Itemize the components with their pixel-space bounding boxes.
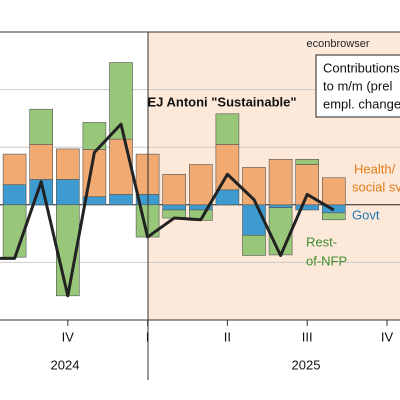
x-tick-label: II bbox=[224, 329, 231, 344]
series-label: Rest- bbox=[306, 234, 337, 249]
bar-segment bbox=[2, 184, 27, 206]
bar-segment bbox=[215, 113, 240, 145]
bar-segment bbox=[268, 158, 293, 206]
x-tick-label: III bbox=[302, 329, 313, 344]
chart-title: EJ Antoni "Sustainable" bbox=[147, 94, 296, 109]
bar-segment bbox=[55, 148, 80, 180]
legend-box bbox=[315, 54, 400, 118]
series-label: Health/ bbox=[354, 161, 396, 176]
bar-segment bbox=[295, 158, 320, 165]
bar-segment bbox=[242, 204, 266, 236]
bar-segment bbox=[29, 108, 54, 145]
bar-segment bbox=[55, 179, 80, 206]
series-label: of-NFP bbox=[306, 253, 347, 268]
series-label: Govt bbox=[352, 207, 380, 222]
bar-segment bbox=[29, 144, 54, 180]
bar-segment bbox=[268, 207, 293, 256]
bar-segment bbox=[321, 177, 346, 206]
bar-segment bbox=[82, 122, 107, 150]
legend-text: empl. change bbox=[323, 96, 400, 111]
year-label: 2025 bbox=[292, 357, 321, 372]
bar-segment bbox=[268, 204, 293, 208]
bar-segment bbox=[162, 173, 186, 206]
bar-segment bbox=[321, 212, 346, 221]
bar-segment bbox=[162, 204, 186, 211]
total-line bbox=[0, 122, 335, 298]
bar-segment bbox=[215, 189, 240, 206]
source: econbrowser bbox=[307, 38, 370, 50]
bar-segment bbox=[189, 164, 213, 206]
x-tick-label: IV bbox=[381, 329, 394, 344]
bar-segment bbox=[109, 62, 133, 140]
x-tick-label: IV bbox=[62, 329, 75, 344]
bar-segment bbox=[2, 153, 27, 185]
year-label: 2024 bbox=[51, 357, 80, 372]
legend-text: Contributions bbox=[323, 60, 400, 75]
bar-segment bbox=[109, 194, 133, 206]
legend-text: to m/m (prel bbox=[323, 78, 392, 93]
bar-segment bbox=[242, 235, 266, 256]
series-label: social sv bbox=[352, 179, 400, 194]
bar-segment bbox=[109, 138, 133, 195]
x-tick-label: I bbox=[146, 329, 150, 344]
